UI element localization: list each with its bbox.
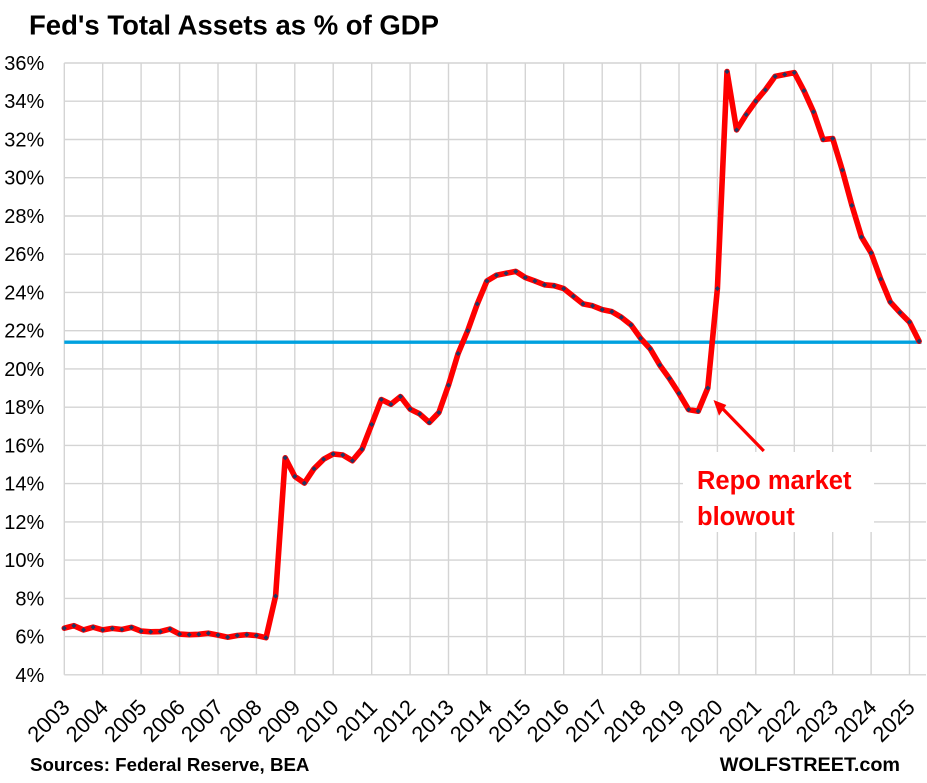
svg-text:22%: 22% xyxy=(4,321,44,343)
svg-text:12%: 12% xyxy=(4,512,44,534)
svg-text:20%: 20% xyxy=(4,359,44,381)
svg-text:32%: 32% xyxy=(4,130,44,152)
svg-text:Sources: Federal Reserve, BEA: Sources: Federal Reserve, BEA xyxy=(30,754,309,775)
svg-text:16%: 16% xyxy=(4,435,44,457)
svg-text:36%: 36% xyxy=(4,53,44,75)
svg-text:26%: 26% xyxy=(4,244,44,266)
svg-text:8%: 8% xyxy=(15,588,44,610)
svg-text:24%: 24% xyxy=(4,282,44,304)
svg-text:10%: 10% xyxy=(4,550,44,572)
svg-text:14%: 14% xyxy=(4,474,44,496)
svg-text:18%: 18% xyxy=(4,397,44,419)
svg-text:Repo market: Repo market xyxy=(697,467,852,495)
svg-text:Fed's Total Assets as % of GDP: Fed's Total Assets as % of GDP xyxy=(29,10,439,41)
svg-text:6%: 6% xyxy=(15,627,44,649)
svg-text:28%: 28% xyxy=(4,206,44,228)
svg-text:blowout: blowout xyxy=(697,503,795,531)
svg-text:30%: 30% xyxy=(4,168,44,190)
svg-text:34%: 34% xyxy=(4,91,44,113)
svg-text:WOLFSTREET.com: WOLFSTREET.com xyxy=(720,754,900,776)
svg-text:4%: 4% xyxy=(15,665,44,687)
